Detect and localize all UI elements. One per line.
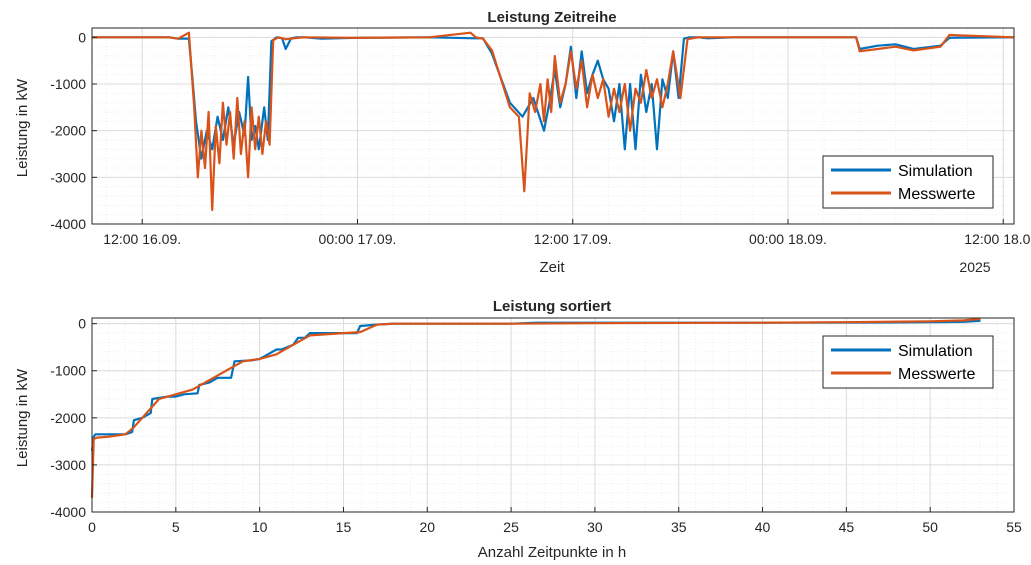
legend-messwerte-label: Messwerte [898,366,975,383]
timeseries-chart: 0 -1000 -2000 -3000 -4000 12:00 16.09. 00:00 … [14,9,1031,276]
sorted-axes-frame [91,317,1015,513]
sorted-x-label: Anzahl Zeitpunkte in h [478,544,626,561]
x-tick-label: 55 [1006,519,1022,535]
y-tick-label: -3000 [50,169,86,185]
legend-messwerte-label: Messwerte [898,186,975,203]
timeseries-y-ticks: 0 -1000 -2000 -3000 -4000 [50,29,97,232]
sorted-x-ticks: 0 5 10 15 20 25 30 35 40 45 50 55 [88,507,1022,535]
x-tick-label: 00:00 17.09. [319,231,397,247]
sorted-lines [90,317,981,498]
x-tick-label: 5 [172,519,180,535]
y-tick-label: -1000 [50,76,86,92]
timeseries-axes-frame [91,27,1015,225]
x-tick-label: 12:00 17.09. [534,231,612,247]
sorted-legend[interactable]: Simulation Messwerte [822,335,994,389]
y-tick-label: 0 [78,316,86,332]
sorted-y-ticks: 0 -1000 -2000 -3000 -4000 [50,316,97,520]
y-tick-label: -3000 [50,457,86,473]
y-tick-label: -4000 [50,216,86,232]
legend-simulation-label: Simulation [898,163,973,180]
x-tick-label: 12:00 16.09. [103,231,181,247]
x-tick-label: 00:00 18.09. [749,231,827,247]
timeseries-year-label: 2025 [959,259,990,275]
y-tick-label: -2000 [50,410,86,426]
timeseries-x-label: Zeit [539,259,565,276]
x-tick-label: 10 [252,519,268,535]
y-tick-label: -4000 [50,504,86,520]
x-tick-label: 0 [88,519,96,535]
x-tick-label: 12:00 18.09. [964,231,1031,247]
sorted-title: Leistung sortiert [493,298,611,315]
series-line-messwerte [92,31,1015,212]
x-tick-label: 15 [336,519,352,535]
timeseries-x-ticks: 12:00 16.09. 00:00 17.09. 12:00 17.09. 00:0… [103,219,1031,247]
y-tick-label: -1000 [50,363,86,379]
x-tick-label: 50 [922,519,938,535]
legend-simulation-label: Simulation [898,343,973,360]
y-tick-label: -2000 [50,123,86,139]
series-line-messwerte [90,317,981,498]
x-tick-label: 30 [587,519,603,535]
timeseries-legend[interactable]: Simulation Messwerte [822,155,994,209]
sorted-chart: 0 -1000 -2000 -3000 -4000 0 5 10 15 20 25 30 35 40 45… [14,298,1022,561]
x-tick-label: 25 [503,519,519,535]
x-tick-label: 45 [839,519,855,535]
timeseries-title: Leistung Zeitreihe [487,9,616,26]
y-tick-label: 0 [78,29,86,45]
sorted-y-label: Leistung in kW [14,368,31,467]
x-tick-label: 35 [671,519,687,535]
timeseries-lines [92,31,1015,212]
x-tick-label: 20 [419,519,435,535]
x-tick-label: 40 [755,519,771,535]
timeseries-y-label: Leistung in kW [14,78,31,177]
